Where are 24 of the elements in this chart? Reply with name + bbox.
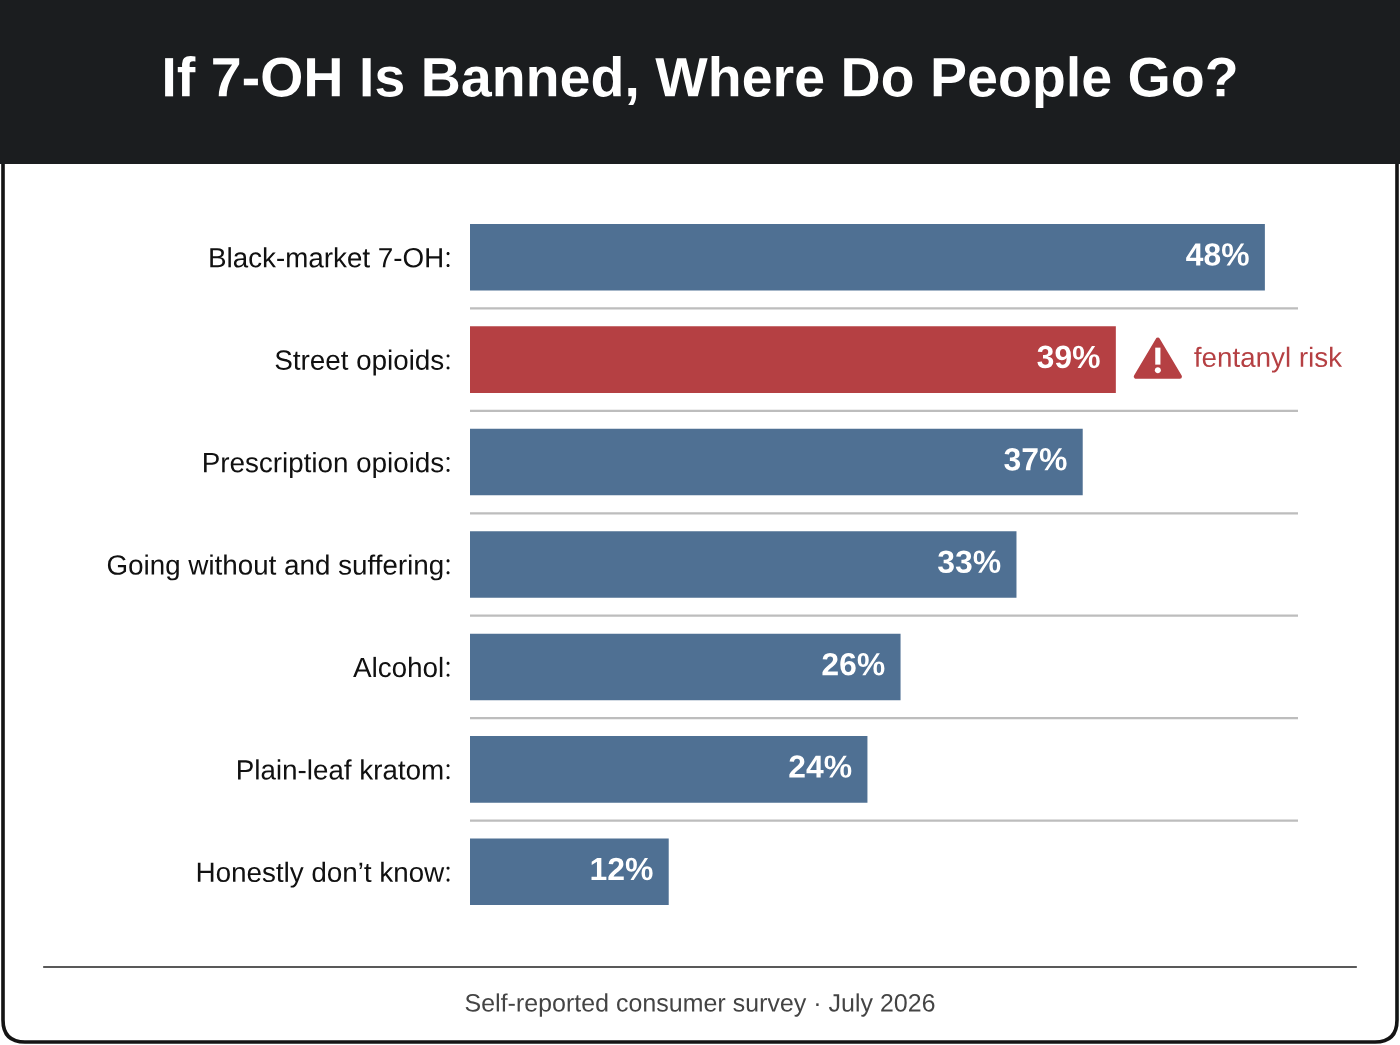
y-tick-label: Plain-leaf kratom xyxy=(238,759,443,780)
bar xyxy=(470,736,868,803)
y-tick-label: Black-market 7-OH xyxy=(210,247,442,268)
bar xyxy=(470,531,1017,598)
data-label: 39% xyxy=(1037,345,1100,369)
data-label: 48% xyxy=(1186,243,1249,266)
bar xyxy=(470,633,901,701)
y-tick-label: Honestly don’t know xyxy=(197,861,445,888)
y-tick-label: Prescription opioids xyxy=(204,452,444,478)
bar xyxy=(470,428,1083,496)
y-tick-label: Street opioids xyxy=(275,349,444,376)
text: Self-reported consumer survey · July 2026 xyxy=(465,993,935,1017)
bar xyxy=(470,838,669,906)
bar xyxy=(470,223,1265,291)
data-label: 33% xyxy=(938,550,1001,574)
data-label: 37% xyxy=(1004,448,1067,471)
annotation: fentanyl risk xyxy=(1194,346,1343,373)
y-tick-label: Going without and suffering xyxy=(107,554,443,581)
bar xyxy=(470,326,1116,393)
data-label: 24% xyxy=(789,755,852,778)
data-label: 26% xyxy=(822,652,885,676)
y-tick-label: Alcohol xyxy=(353,656,443,678)
chart-title: If 7-OH Is Banned, Where Do People Go? xyxy=(165,56,1236,108)
data-label: 12% xyxy=(591,857,653,881)
